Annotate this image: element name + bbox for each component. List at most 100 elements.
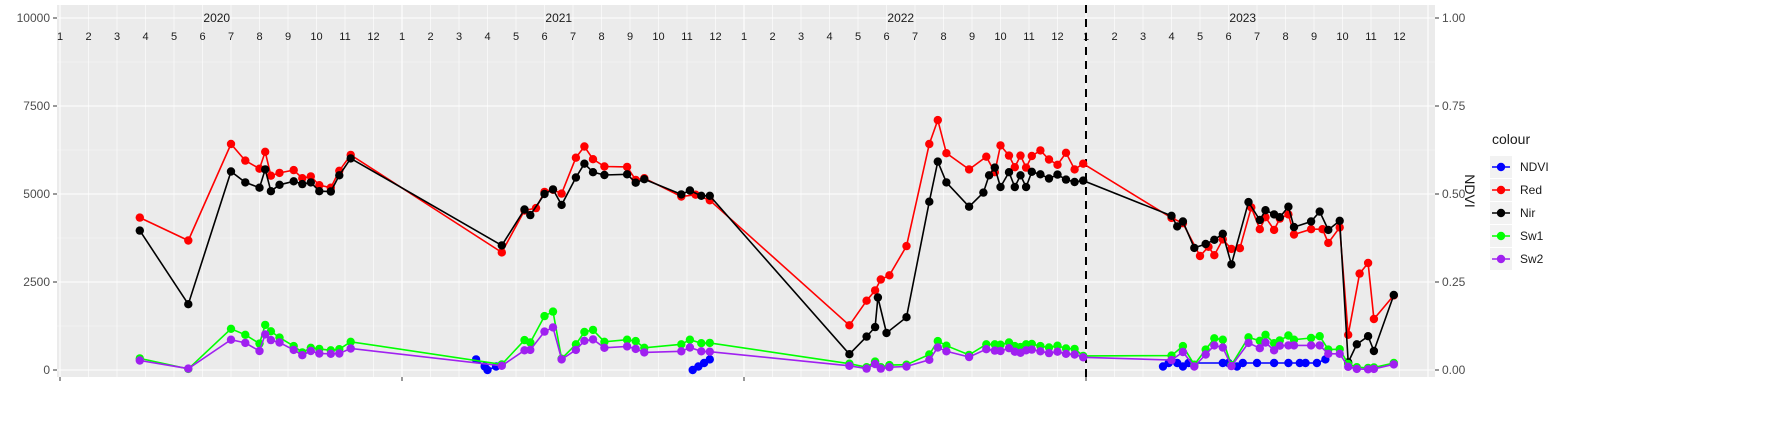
data-point-nir [1178, 217, 1188, 226]
data-point-sw2 [1167, 355, 1176, 365]
data-point-nir [942, 178, 951, 187]
data-point-red [845, 321, 854, 330]
data-point-nir [548, 185, 558, 194]
data-point-nir [226, 167, 236, 176]
data-point-nir [1053, 170, 1062, 179]
y2-tick-label: 1.00 [1442, 11, 1466, 25]
y-tick-label: 10000 [17, 11, 51, 25]
month-label: 12 [709, 31, 721, 43]
data-point-red [289, 165, 298, 175]
data-point-sw1 [685, 335, 695, 344]
month-label: 1 [399, 31, 405, 43]
data-point-ndvi [1312, 358, 1322, 368]
data-point-sw2 [1210, 341, 1219, 350]
data-point-red [1210, 251, 1219, 260]
legend-key-point [1496, 231, 1506, 241]
data-point-nir [1021, 182, 1031, 192]
data-point-sw1 [548, 307, 558, 316]
data-point-ndvi [1252, 358, 1262, 368]
data-point-nir [1218, 229, 1228, 238]
data-point-red [942, 149, 951, 158]
data-point-nir [902, 313, 911, 322]
month-label: 11 [339, 31, 350, 43]
data-point-red [1010, 163, 1019, 172]
data-point-nir [1227, 260, 1236, 269]
data-point-sw1 [1218, 335, 1228, 344]
data-point-sw2 [1389, 360, 1399, 369]
data-point-red [600, 162, 609, 171]
month-label: 9 [627, 31, 633, 43]
data-point-red [902, 241, 911, 251]
data-point-sw2 [1201, 350, 1210, 359]
data-point-red [1344, 330, 1353, 339]
data-point-sw1 [1261, 330, 1270, 339]
data-point-nir [685, 186, 695, 195]
month-label: 8 [940, 31, 946, 43]
data-point-nir [979, 188, 988, 197]
x-axis [59, 377, 1087, 381]
data-point-sw2 [1335, 349, 1344, 358]
data-point-sw2 [870, 359, 880, 369]
data-point-red [571, 153, 581, 162]
data-point-red [933, 115, 942, 125]
data-point-sw2 [996, 346, 1005, 356]
data-point-sw2 [275, 338, 284, 347]
data-point-nir [677, 190, 686, 199]
data-point-nir [882, 328, 891, 338]
data-point-red [1079, 159, 1088, 168]
data-point-sw2 [862, 364, 871, 373]
data-point-nir [964, 202, 974, 211]
data-point-sw2 [705, 347, 714, 356]
data-point-ndvi [1301, 358, 1310, 368]
data-point-sw1 [705, 338, 714, 348]
data-point-sw2 [135, 356, 144, 365]
month-label: 2 [1111, 31, 1117, 43]
data-point-red [876, 275, 885, 284]
data-point-nir [266, 187, 276, 196]
y2-tick-label: 0.75 [1442, 99, 1466, 113]
data-point-nir [275, 180, 284, 189]
legend-label: Sw1 [1520, 229, 1544, 243]
data-point-sw2 [1027, 345, 1037, 354]
data-point-nir [1275, 213, 1285, 222]
data-point-red [1036, 146, 1045, 155]
data-point-nir [1363, 332, 1373, 341]
data-point-sw2 [600, 343, 609, 352]
data-point-nir [1061, 175, 1071, 184]
data-point-sw1 [241, 330, 250, 339]
data-point-nir [1210, 235, 1219, 244]
data-point-sw2 [640, 348, 649, 357]
right-axis-title: NDVI [1462, 174, 1478, 207]
month-label: 6 [199, 31, 205, 43]
data-point-sw2 [571, 345, 581, 355]
data-point-sw1 [540, 311, 549, 321]
data-point-nir [588, 168, 598, 177]
legend-label: Nir [1520, 206, 1535, 220]
data-point-nir [1190, 243, 1199, 253]
data-point-sw2 [266, 335, 276, 345]
data-point-sw2 [557, 355, 566, 364]
month-label: 12 [1393, 31, 1405, 43]
data-point-sw1 [526, 338, 535, 347]
data-point-nir [1201, 239, 1210, 249]
y-tick-label: 7500 [23, 99, 50, 113]
data-point-sw2 [580, 336, 589, 345]
data-point-sw2 [588, 335, 598, 344]
data-point-red [1306, 225, 1316, 234]
month-label: 6 [883, 31, 889, 43]
data-point-sw2 [497, 361, 506, 370]
data-point-nir [1004, 168, 1014, 177]
data-point-nir [135, 226, 144, 235]
month-label: 3 [798, 31, 804, 43]
data-point-red [1070, 165, 1079, 174]
data-point-nir [990, 163, 999, 172]
month-label: 1 [57, 31, 63, 43]
data-point-sw1 [580, 327, 589, 337]
data-point-red [135, 213, 144, 222]
data-point-sw2 [326, 349, 335, 358]
data-point-sw1 [933, 336, 942, 346]
data-point-nir [1167, 211, 1176, 220]
data-point-red [964, 165, 974, 174]
data-point-nir [1244, 197, 1253, 207]
